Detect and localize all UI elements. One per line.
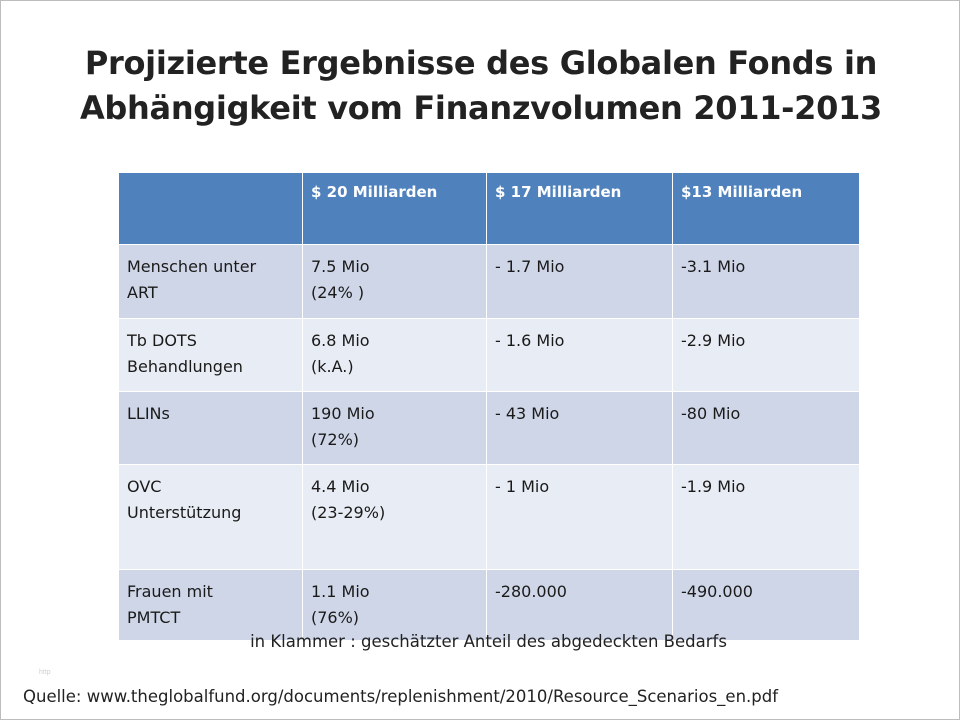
cell-line: -490.000 [681,582,753,601]
cell-line: (76%) [311,608,360,627]
cell-line: (23-29%) [311,503,386,522]
value-cell-13-billion: -3.1 Mio [672,244,860,319]
cell-line: - 1.6 Mio [495,331,565,350]
header-cell-13-billion: $13 Milliarden [672,172,860,245]
table-row: Menschen unter ART 7.5 Mio (24% ) - 1.7 … [118,244,860,319]
cell-line: -1.9 Mio [681,477,746,496]
value-cell-20-billion: 6.8 Mio (k.A.) [302,318,487,392]
header-cell-17-billion: $ 17 Milliarden [486,172,673,245]
table-row: OVC Unterstützung 4.4 Mio (23-29%) - 1 M… [118,464,860,570]
cell-line: Frauen mit [127,582,213,601]
value-cell-17-billion: - 1 Mio [486,464,673,570]
cell-line: - 43 Mio [495,404,560,423]
cell-line: Behandlungen [127,357,243,376]
value-cell-13-billion: -490.000 [672,569,860,641]
footnote: in Klammer : geschätzter Anteil des abge… [250,632,727,651]
value-cell-20-billion: 1.1 Mio (76%) [302,569,487,641]
cell-line: (24% ) [311,283,365,302]
header-cell-20-billion: $ 20 Milliarden [302,172,487,245]
cell-line: (k.A.) [311,357,354,376]
cell-line: - 1.7 Mio [495,257,565,276]
slide-title-line-2: Abhängigkeit vom Finanzvolumen 2011-2013 [79,89,883,127]
cell-line: -3.1 Mio [681,257,746,276]
cell-line: -80 Mio [681,404,741,423]
results-table: $ 20 Milliarden $ 17 Milliarden $13 Mill… [118,172,860,641]
row-label-cell: LLINs [118,391,303,465]
value-cell-13-billion: -80 Mio [672,391,860,465]
faint-watermark-text: http [39,669,51,676]
cell-line: Menschen unter [127,257,257,276]
cell-line: PMTCT [127,608,181,627]
cell-line: 7.5 Mio [311,257,370,276]
row-label-cell: Frauen mit PMTCT [118,569,303,641]
table-row: Tb DOTS Behandlungen 6.8 Mio (k.A.) - 1.… [118,318,860,392]
value-cell-20-billion: 7.5 Mio (24% ) [302,244,487,319]
cell-line: -280.000 [495,582,567,601]
row-label-cell: Menschen unter ART [118,244,303,319]
source-citation: Quelle: www.theglobalfund.org/documents/… [23,687,779,706]
row-label-cell: Tb DOTS Behandlungen [118,318,303,392]
value-cell-17-billion: - 43 Mio [486,391,673,465]
cell-line: -2.9 Mio [681,331,746,350]
row-label-cell: OVC Unterstützung [118,464,303,570]
slide-title: Projizierte Ergebnisse des Globalen Fond… [41,41,921,131]
cell-line: 1.1 Mio [311,582,370,601]
cell-line: - 1 Mio [495,477,550,496]
cell-line: 4.4 Mio [311,477,370,496]
value-cell-17-billion: - 1.6 Mio [486,318,673,392]
table-row: LLINs 190 Mio (72%) - 43 Mio -80 Mio [118,391,860,465]
cell-line: ART [127,283,158,302]
cell-line: OVC [127,477,162,496]
value-cell-20-billion: 4.4 Mio (23-29%) [302,464,487,570]
cell-line: LLINs [127,404,170,423]
cell-line: Unterstützung [127,503,242,522]
header-cell-empty [118,172,303,245]
value-cell-17-billion: -280.000 [486,569,673,641]
cell-line: (72%) [311,430,360,449]
cell-line: 6.8 Mio [311,331,370,350]
table-header-row: $ 20 Milliarden $ 17 Milliarden $13 Mill… [118,172,860,245]
value-cell-17-billion: - 1.7 Mio [486,244,673,319]
value-cell-13-billion: -1.9 Mio [672,464,860,570]
cell-line: Tb DOTS [127,331,197,350]
table-row: Frauen mit PMTCT 1.1 Mio (76%) -280.000 … [118,569,860,641]
value-cell-13-billion: -2.9 Mio [672,318,860,392]
slide-title-line-1: Projizierte Ergebnisse des Globalen Fond… [84,44,878,82]
cell-line: 190 Mio [311,404,375,423]
value-cell-20-billion: 190 Mio (72%) [302,391,487,465]
